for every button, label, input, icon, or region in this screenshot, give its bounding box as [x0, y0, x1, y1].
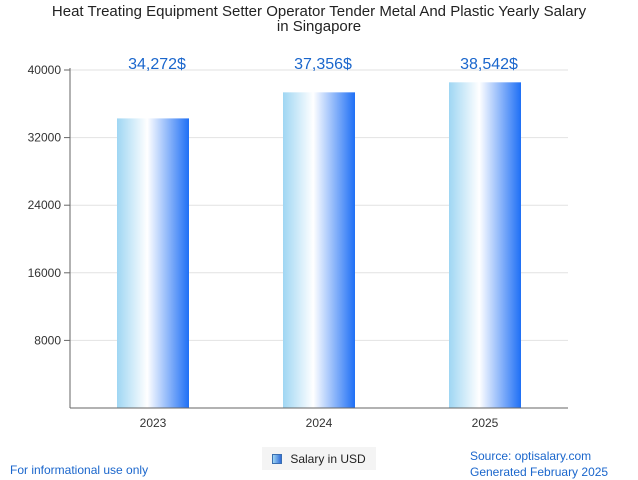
disclaimer-text: For informational use only	[10, 463, 149, 477]
y-tick-label: 16000	[28, 266, 62, 280]
source-info: Source: optisalary.com Generated Februar…	[470, 448, 608, 480]
y-tick-label: 8000	[34, 333, 61, 347]
labels: 2023 34,272$ 2024 37,356$ 2025 38,542$	[128, 56, 518, 430]
legend-swatch	[272, 453, 283, 464]
y-tick-label: 24000	[28, 198, 62, 212]
chart-title-line-1: Heat Treating Equipment Setter Operator …	[51, 3, 587, 20]
data-label: 34,272$	[128, 56, 186, 73]
source-text: Source: optisalary.com	[470, 449, 592, 463]
generated-text: Generated February 2025	[470, 465, 609, 479]
bars	[117, 82, 521, 408]
legend-label: Salary in USD	[290, 451, 366, 466]
x-tick-label: 2024	[306, 416, 333, 430]
chart-title-line-2: in Singapore	[276, 18, 362, 35]
legend: Salary in USD	[262, 447, 376, 470]
data-label: 37,356$	[294, 56, 352, 73]
y-tick-label: 32000	[28, 131, 62, 145]
x-tick-label: 2025	[472, 416, 499, 430]
bar	[117, 118, 189, 408]
bar	[449, 82, 521, 408]
y-tick-label: 40000	[28, 63, 62, 77]
chart-title: Heat Treating Equipment Setter Operator …	[0, 4, 638, 34]
data-label: 38,542$	[460, 56, 518, 73]
x-tick-label: 2023	[140, 416, 167, 430]
axes: 8000 16000 24000 32000 40000	[28, 63, 568, 409]
bar	[283, 92, 355, 408]
